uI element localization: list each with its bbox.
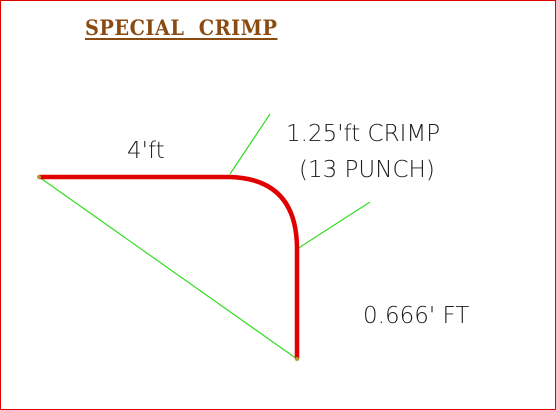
crimp-start-leader-line: [229, 113, 271, 175]
crimp-length-label: 1.25'ft CRIMP: [286, 121, 440, 147]
drawing-title: SPECIAL CRIMP: [85, 15, 278, 40]
side-length-label: 0.666' FT: [363, 303, 469, 329]
crimp-end-leader-line: [296, 201, 371, 250]
start-vertex-marker: [37, 175, 41, 179]
punch-count-label: (13 PUNCH): [299, 157, 435, 183]
diagonal-guide-line: [38, 176, 298, 360]
end-vertex-marker: [295, 357, 299, 361]
crimp-profile-path: [39, 174, 300, 359]
top-length-label: 4'ft: [127, 138, 165, 164]
